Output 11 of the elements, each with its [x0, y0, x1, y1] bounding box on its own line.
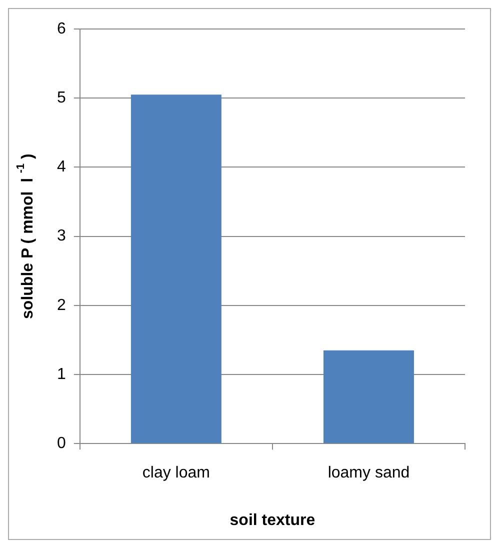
y-tick-label: 0 — [56, 435, 66, 452]
x-axis-title: soil texture — [230, 512, 316, 529]
x-tick-label: loamy sand — [328, 464, 410, 482]
y-tick-label: 1 — [56, 366, 66, 383]
y-tick-label: 2 — [56, 296, 66, 314]
y-tick-label: 3 — [56, 228, 66, 245]
y-axis-title: soluble P ( mmol l -1 ) — [14, 154, 36, 319]
y-tick-label: 4 — [56, 158, 66, 176]
y-tick-label: 5 — [56, 90, 66, 107]
y-tick-label: 6 — [56, 20, 66, 38]
x-tick-label: clay loam — [142, 464, 210, 482]
